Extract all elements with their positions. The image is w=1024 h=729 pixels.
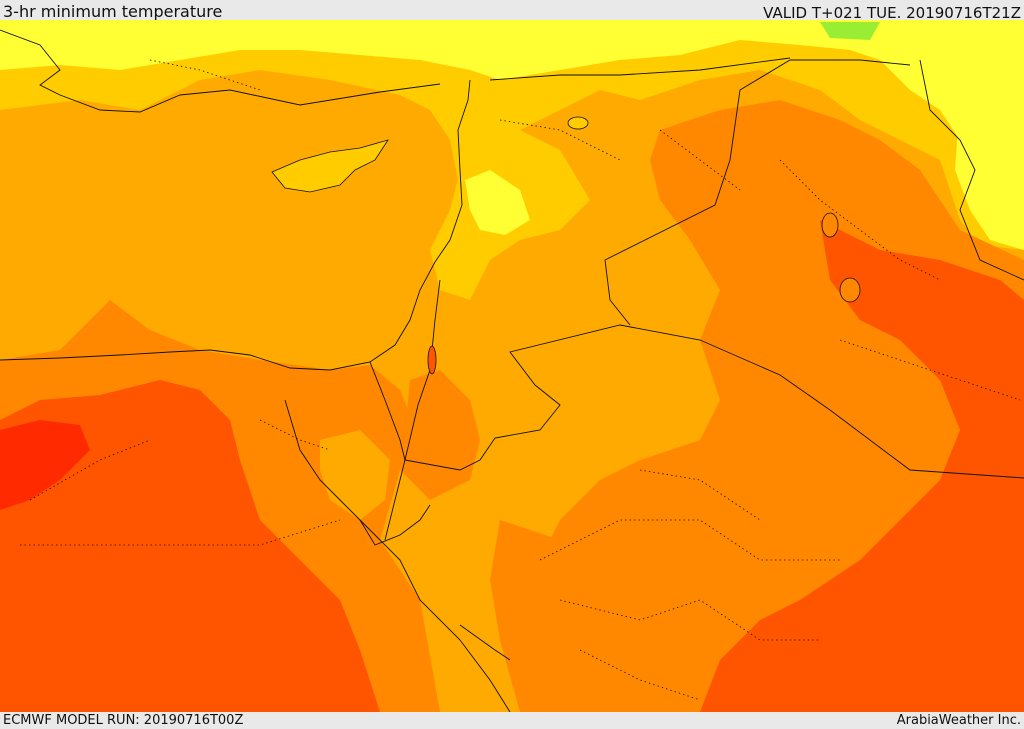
darkorange-gulf bbox=[700, 220, 1024, 712]
red-patch-west bbox=[0, 420, 90, 510]
dead-sea bbox=[427, 345, 437, 375]
map-footer: ECMWF MODEL RUN: 20190716T00Z ArabiaWeat… bbox=[0, 712, 1024, 729]
cyprus-island bbox=[271, 139, 389, 193]
yellow-arabia-patch bbox=[540, 350, 720, 470]
map-title: 3-hr minimum temperature bbox=[3, 2, 223, 21]
lake-assad bbox=[567, 116, 589, 130]
valid-time: VALID T+021 TUE. 20190716T21Z bbox=[763, 4, 1021, 22]
map-canvas bbox=[0, 20, 1024, 712]
orange-jordan bbox=[400, 370, 480, 500]
pale-yellow-levant bbox=[465, 170, 530, 235]
lake-tharthar bbox=[821, 212, 839, 238]
darkorange-egypt bbox=[0, 380, 380, 712]
pale-yellow-east bbox=[955, 90, 1024, 250]
credit: ArabiaWeather Inc. bbox=[896, 713, 1021, 728]
pale-yellow-top bbox=[0, 20, 1024, 200]
orange-sea-red bbox=[490, 520, 660, 712]
temperature-map bbox=[0, 20, 1024, 712]
lake-habbaniyah bbox=[839, 277, 861, 303]
province-boundaries bbox=[20, 59, 1021, 701]
map-header: 3-hr minimum temperature VALID T+021 TUE… bbox=[0, 0, 1024, 22]
model-run: ECMWF MODEL RUN: 20190716T00Z bbox=[3, 713, 244, 728]
green-patch bbox=[820, 22, 880, 40]
